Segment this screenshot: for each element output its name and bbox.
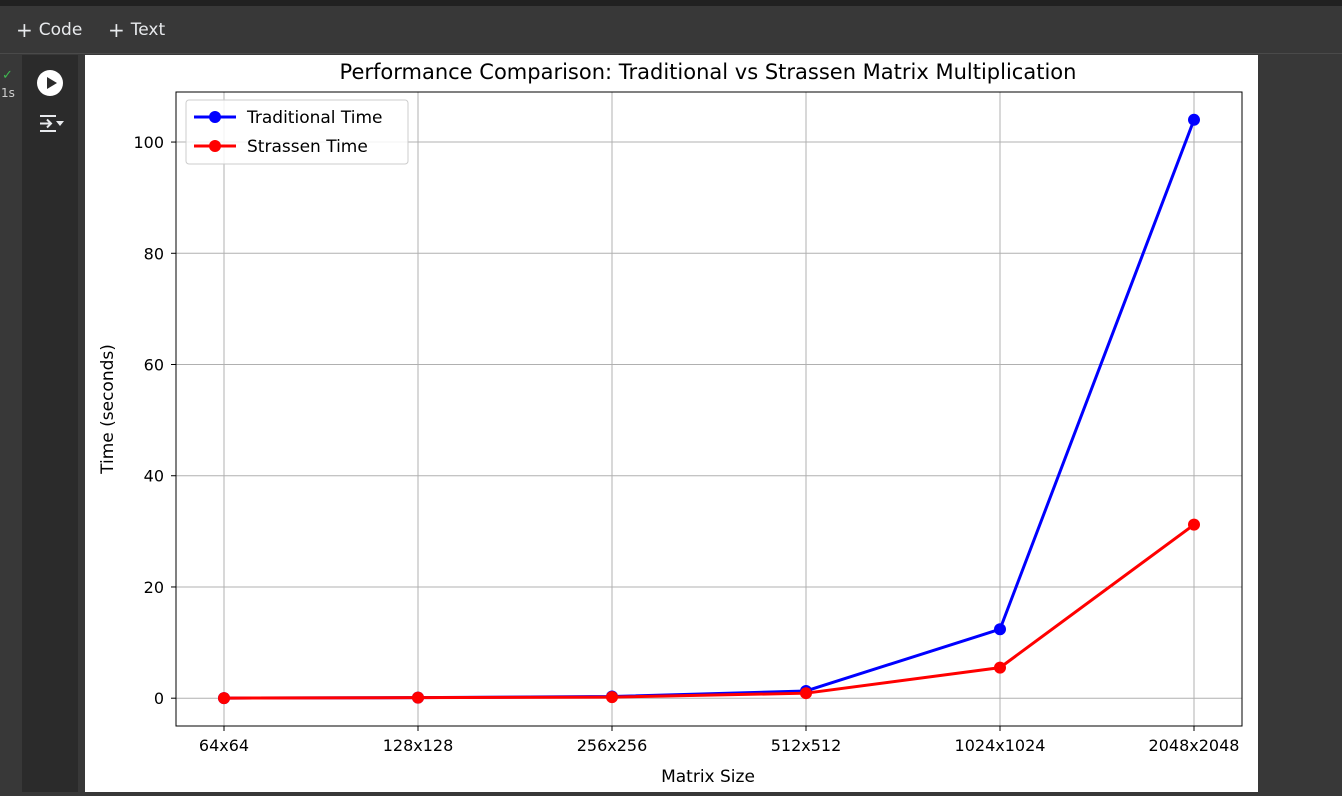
data-point: [994, 623, 1006, 636]
x-tick-label: 1024x1024: [955, 736, 1046, 755]
y-tick-label: 100: [133, 133, 164, 152]
data-point: [994, 661, 1006, 674]
add-text-label: Text: [130, 20, 166, 40]
x-tick-label: 256x256: [577, 736, 648, 755]
series-line: [223, 523, 1195, 700]
data-point: [800, 687, 812, 700]
data-point: [218, 692, 230, 705]
y-tick-label: 60: [144, 356, 164, 375]
y-axis-label: Time (seconds): [98, 344, 118, 475]
series-strassen-time: [218, 518, 1200, 705]
plus-icon: +: [16, 18, 33, 42]
execution-time: 1s: [1, 86, 15, 100]
x-axis-label: Matrix Size: [661, 767, 755, 787]
chart-output: Performance Comparison: Traditional vs S…: [85, 55, 1258, 792]
data-point: [1188, 518, 1200, 531]
legend-swatch-marker: [209, 111, 221, 123]
x-tick-label: 2048x2048: [1149, 736, 1240, 755]
cell-gutter: [0, 55, 22, 792]
chart-title: Performance Comparison: Traditional vs S…: [340, 60, 1077, 84]
y-tick-label: 80: [144, 244, 164, 263]
x-tick-label: 64x64: [199, 736, 249, 755]
y-tick-label: 20: [144, 578, 164, 597]
check-icon: ✓: [2, 68, 13, 83]
cell-run-column: [22, 55, 78, 792]
series-traditional-time: [218, 113, 1200, 705]
output-toggle-icon[interactable]: [37, 112, 65, 136]
y-tick-label: 40: [144, 467, 164, 486]
run-cell-button[interactable]: [37, 70, 63, 96]
data-point: [606, 691, 618, 704]
legend-label: Strassen Time: [247, 137, 368, 157]
data-point: [1188, 113, 1200, 126]
x-tick-label: 128x128: [383, 736, 454, 755]
plot-frame: [175, 91, 1243, 727]
legend-swatch-marker: [209, 140, 221, 152]
add-text-button[interactable]: + Text: [108, 18, 165, 42]
line-chart: Performance Comparison: Traditional vs S…: [98, 60, 1243, 787]
series-line: [223, 119, 1196, 700]
legend-box: [185, 99, 409, 165]
data-point: [412, 691, 424, 704]
notebook-toolbar: + Code + Text: [0, 6, 1342, 54]
add-code-label: Code: [38, 20, 83, 40]
plus-icon: +: [108, 18, 125, 42]
x-tick-label: 512x512: [771, 736, 842, 755]
chart-legend: Traditional Time Strassen Time: [185, 99, 409, 165]
window-top-strip: [0, 0, 1342, 6]
add-code-button[interactable]: + Code: [16, 18, 82, 42]
legend-label: Traditional Time: [246, 108, 383, 128]
y-tick-label: 0: [154, 689, 164, 708]
